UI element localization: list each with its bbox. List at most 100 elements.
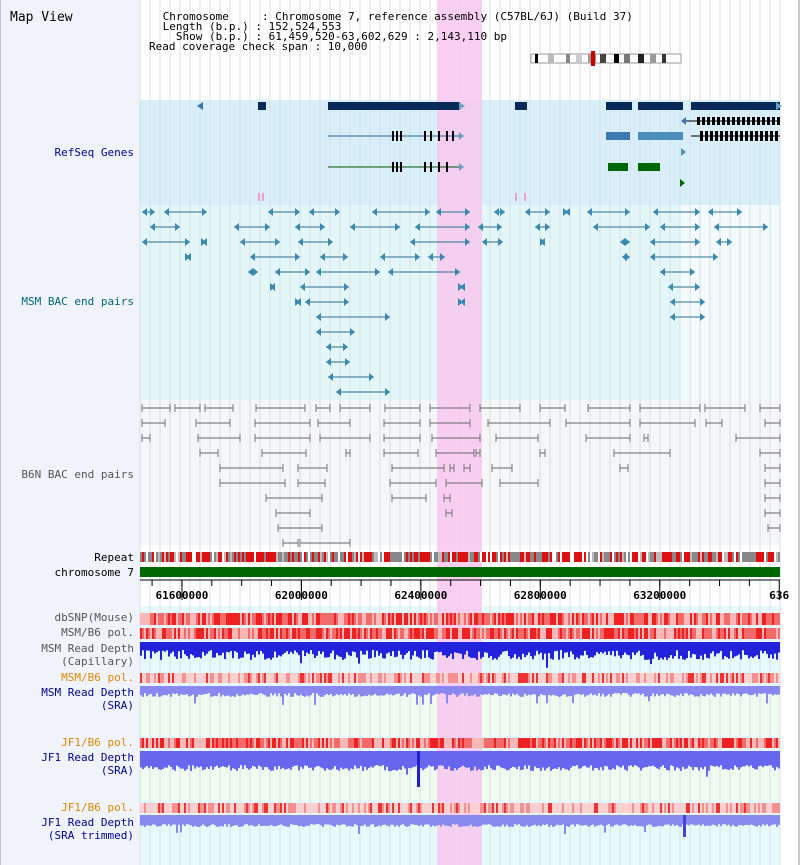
jf1-b6-pol-2-heat	[682, 803, 684, 813]
msm-b6-pol-heat	[436, 628, 438, 639]
jf1-b6-pol-2-heat	[410, 803, 412, 813]
repeat-element	[608, 552, 610, 562]
jf1-b6-pol-2-heat	[512, 803, 514, 813]
dbsnp-heat	[724, 613, 726, 625]
msm-read-depth-capillary-label[interactable]: MSM Read Depth	[41, 642, 134, 655]
dbsnp-heat	[576, 613, 578, 625]
jf1-b6-pol-heat	[730, 738, 732, 748]
dbsnp-heat	[754, 613, 756, 625]
jf1-depth-sra-bar	[640, 751, 642, 771]
msm-depth-capillary-bar	[386, 642, 388, 654]
dbsnp-heat	[670, 613, 672, 625]
msm-b6-pol-heat	[666, 628, 668, 639]
dbsnp-heat	[390, 613, 392, 625]
msm-depth-sra-bar	[692, 686, 694, 696]
msm-b6-pol-2-heat	[568, 673, 570, 683]
jf1-depth-sra-bar	[572, 751, 574, 766]
msm-b6-pol-track-label[interactable]: MSM/B6 pol.	[61, 626, 134, 639]
jf1-b6-pol-2-heat	[750, 803, 752, 813]
msm-b6-pol-2-heat	[166, 673, 168, 683]
msm-depth-sra-bar	[496, 686, 498, 694]
jf1-depth-trim-bar	[570, 815, 572, 825]
jf1-depth-sra-bar	[714, 751, 716, 767]
msm-b6-pol-heat	[594, 628, 596, 639]
axis-tick-label: 62000000	[274, 589, 328, 602]
jf1-b6-pol-heat	[386, 738, 388, 748]
jf1-b6-pol-heat	[240, 738, 242, 748]
dbsnp-heat	[200, 613, 202, 625]
msm-b6-pol-2-heat	[382, 673, 384, 683]
jf1-b6-pol-2-heat	[708, 803, 710, 813]
repeat-element	[494, 552, 496, 562]
repeat-element	[468, 552, 470, 562]
jf1-b6-pol-2-heat	[528, 803, 530, 813]
msm-depth-sra-bar	[418, 686, 420, 696]
msm-b6-pol-heat	[584, 628, 586, 639]
jf1-depth-trim-bar	[612, 815, 614, 827]
msm-b6-pol-2-track-label[interactable]: MSM/B6 pol.	[61, 671, 134, 684]
msm-depth-sra-bar	[582, 686, 584, 695]
jf1-depth-sra-bar	[562, 751, 564, 768]
jf1-b6-pol-2-heat	[680, 803, 682, 813]
msm-depth-capillary-bar	[642, 642, 644, 655]
msm-b6-pol-2-heat	[532, 673, 534, 683]
refseq-track-label[interactable]: RefSeq Genes	[54, 146, 134, 159]
dbsnp-track-label[interactable]: dbSNP(Mouse)	[54, 611, 134, 624]
repeat-track-label[interactable]: Repeat	[94, 551, 134, 564]
msm-depth-capillary-bar	[674, 642, 676, 657]
jf1-depth-sra-bar	[746, 751, 748, 766]
jf1-depth-sra-bar	[398, 751, 400, 770]
repeat-element	[370, 552, 372, 562]
jf1-b6-pol-2-heat	[582, 803, 584, 813]
jf1-b6-pol-heat	[560, 738, 562, 748]
b6n-bac-track-label[interactable]: B6N BAC end pairs	[21, 468, 134, 481]
msm-b6-pol-heat	[428, 628, 430, 639]
msm-b6-pol-heat	[778, 628, 780, 639]
msm-b6-pol-heat	[758, 628, 760, 639]
msm-bac-end	[653, 208, 658, 216]
jf1-read-depth-sra-label[interactable]: JF1 Read Depth	[41, 751, 134, 764]
jf1-b6-pol-heat	[752, 738, 754, 748]
jf1-depth-sra-bar	[492, 751, 494, 770]
msm-b6-pol-heat	[678, 628, 680, 639]
jf1-b6-pol-heat	[180, 738, 182, 748]
jf1-depth-sra-bar	[206, 751, 208, 768]
jf1-depth-sra-bar	[454, 751, 456, 769]
jf1-b6-pol-heat	[414, 738, 416, 748]
msm-b6-pol-heat	[522, 628, 524, 639]
msm-depth-capillary-bar	[158, 642, 160, 651]
jf1-depth-sra-bar	[494, 751, 496, 771]
msm-bac-track-label[interactable]: MSM BAC end pairs	[21, 295, 134, 308]
dbsnp-heat	[538, 613, 540, 625]
msm-b6-pol-heat	[374, 628, 376, 639]
jf1-b6-pol-2-heat	[594, 803, 596, 813]
jf1-b6-pol-track-label[interactable]: JF1/B6 pol.	[61, 736, 134, 749]
jf1-depth-trim-bar	[414, 815, 416, 825]
repeat-element	[746, 552, 748, 562]
dbsnp-heat	[414, 613, 416, 625]
jf1-b6-pol-heat	[534, 738, 536, 748]
jf1-b6-pol-2-track-label[interactable]: JF1/B6 pol.	[61, 801, 134, 814]
chromosome-track-label[interactable]: chromosome 7	[54, 566, 134, 579]
jf1-b6-pol-heat	[558, 738, 560, 748]
msm-depth-sra-bar	[198, 686, 200, 695]
msm-read-depth-sra-label[interactable]: MSM Read Depth	[41, 686, 134, 699]
repeat-element	[694, 552, 696, 562]
msm-depth-capillary-bar	[382, 642, 384, 659]
repeat-element	[246, 552, 248, 562]
jf1-b6-pol-2-heat	[186, 803, 188, 813]
jf1-depth-sra-bar	[226, 751, 228, 768]
msm-b6-pol-2-heat	[404, 673, 406, 683]
jf1-b6-pol-heat	[676, 738, 678, 748]
jf1-depth-trim-bar	[680, 815, 682, 827]
jf1-b6-pol-2-heat	[322, 803, 324, 813]
msm-depth-sra-bar	[612, 686, 614, 694]
jf1-depth-trim-bar	[584, 815, 586, 826]
jf1-depth-sra-bar	[570, 751, 572, 768]
msm-b6-pol-2-heat	[206, 673, 208, 683]
msm-b6-pol-2-heat	[146, 673, 148, 683]
jf1-read-depth-trimmed-label[interactable]: JF1 Read Depth	[41, 816, 134, 829]
msm-depth-sra-bar	[356, 686, 358, 697]
jf1-b6-pol-heat	[714, 738, 716, 748]
